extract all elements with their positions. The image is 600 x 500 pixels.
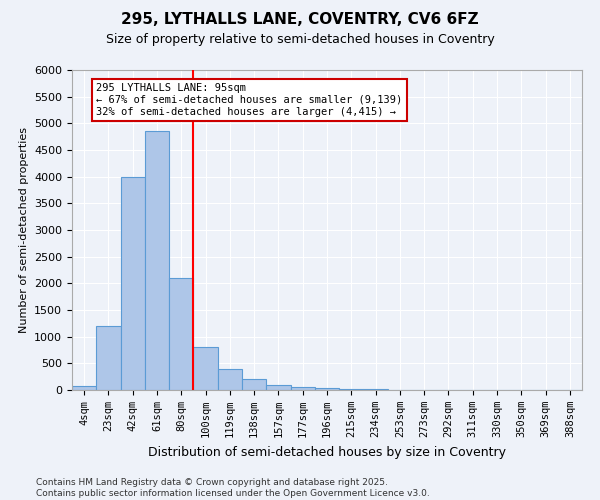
Bar [315, 388, 339, 390]
Text: 295, LYTHALLS LANE, COVENTRY, CV6 6FZ: 295, LYTHALLS LANE, COVENTRY, CV6 6FZ [121, 12, 479, 28]
Bar [242, 380, 266, 390]
Text: 295 LYTHALLS LANE: 95sqm
← 67% of semi-detached houses are smaller (9,139)
32% o: 295 LYTHALLS LANE: 95sqm ← 67% of semi-d… [96, 84, 403, 116]
Bar [121, 176, 145, 390]
Y-axis label: Number of semi-detached properties: Number of semi-detached properties [19, 127, 29, 333]
Text: Size of property relative to semi-detached houses in Coventry: Size of property relative to semi-detach… [106, 32, 494, 46]
Bar [96, 326, 121, 390]
Bar [145, 132, 169, 390]
Bar [290, 387, 315, 390]
X-axis label: Distribution of semi-detached houses by size in Coventry: Distribution of semi-detached houses by … [148, 446, 506, 458]
Bar [218, 368, 242, 390]
Bar [339, 389, 364, 390]
Bar [169, 278, 193, 390]
Bar [266, 384, 290, 390]
Text: Contains HM Land Registry data © Crown copyright and database right 2025.
Contai: Contains HM Land Registry data © Crown c… [36, 478, 430, 498]
Bar [72, 386, 96, 390]
Bar [193, 348, 218, 390]
